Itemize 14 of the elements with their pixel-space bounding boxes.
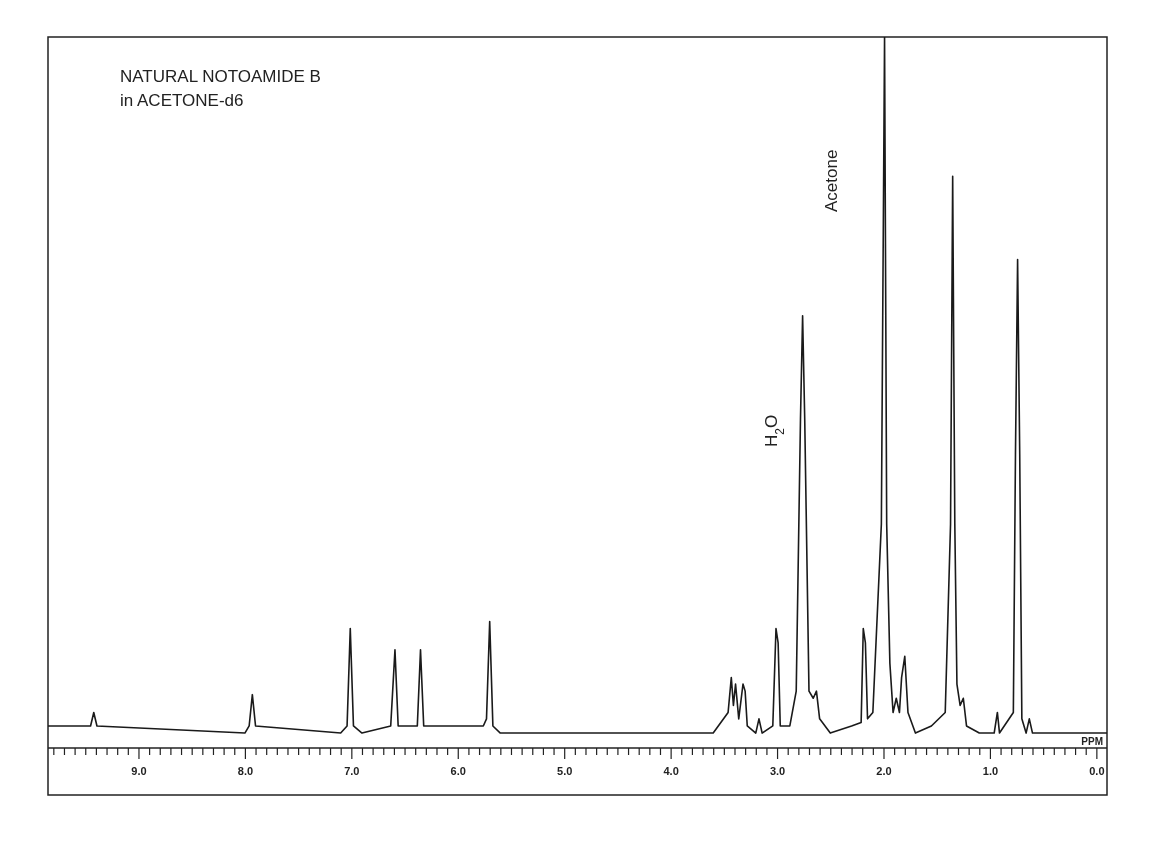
x-tick-label: 7.0 xyxy=(344,764,360,777)
text: NATURAL NOTOAMIDE B xyxy=(120,67,321,86)
x-tick-label: 1.0 xyxy=(982,764,999,777)
annotation: Acetone xyxy=(822,149,841,212)
x-tick-label: 4.0 xyxy=(663,764,679,777)
x-tick-label: 5.0 xyxy=(557,764,573,777)
x-tick-label: 3.0 xyxy=(769,764,786,777)
x-tick-label: 8.0 xyxy=(237,764,254,777)
x-axis-title: PPM xyxy=(1081,736,1103,747)
x-tick-label: 2.0 xyxy=(876,764,892,777)
x-tick-label: 6.0 xyxy=(450,764,466,777)
text: in ACETONE-d6 xyxy=(120,91,244,110)
x-tick-label: 9.0 xyxy=(131,764,147,777)
x-tick-label: 0.0 xyxy=(1089,764,1105,777)
